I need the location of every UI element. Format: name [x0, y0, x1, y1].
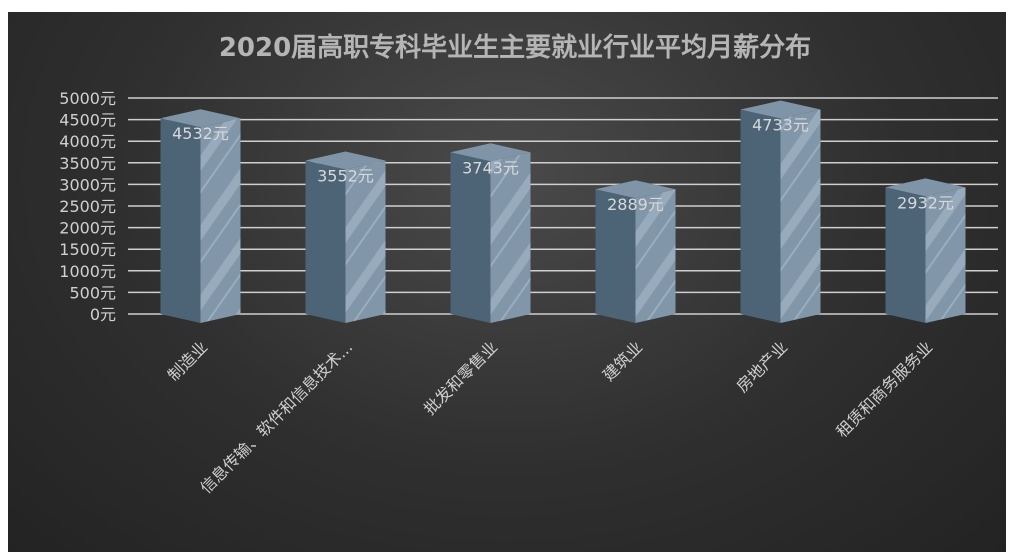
bar-top-face [740, 100, 821, 119]
y-tick-label: 2500元 [59, 197, 116, 216]
bar-chart: 2020届高职专科毕业生主要就业行业平均月薪分布 0元 500元 1000元 1500… [59, 32, 998, 497]
y-tick-label: 4000元 [59, 132, 116, 151]
y-tick-label: 1500元 [59, 240, 116, 259]
bar-front-face [305, 160, 346, 323]
bar [160, 109, 241, 324]
data-label: 3743元 [462, 158, 519, 177]
data-label: 3552元 [317, 167, 374, 186]
bar-front-face [885, 187, 926, 323]
bar-side-face [345, 160, 386, 323]
x-tick-label: 制造业 [164, 337, 211, 384]
x-tick-label: 建筑业 [599, 337, 646, 384]
y-tick-label: 500元 [69, 283, 116, 302]
bar-side-face [200, 118, 241, 324]
chart-panel: 2020届高职专科毕业生主要就业行业平均月薪分布 0元 500元 1000元 1500… [8, 12, 1006, 552]
bar [885, 178, 966, 323]
y-tick-label: 2000元 [59, 219, 116, 238]
y-tick-label: 1000元 [59, 262, 116, 281]
y-tick-label: 4500元 [59, 111, 116, 130]
bar-side-face [635, 189, 676, 323]
bar-top-face [885, 178, 966, 197]
bar [740, 100, 821, 324]
bar-top-face [595, 180, 676, 199]
bar-front-face [740, 109, 781, 324]
y-tick-label: 0元 [90, 305, 116, 324]
bar [595, 180, 676, 323]
bar-front-face [450, 152, 491, 323]
x-tick-label: 房地产业 [733, 337, 792, 396]
x-tick-label: 租赁和商务服务业 [832, 337, 936, 441]
data-label: 4733元 [752, 116, 809, 135]
y-tick-label: 3500元 [59, 154, 116, 173]
x-tick-label: 信息传输、软件和信息技术... [196, 337, 356, 497]
x-tick-label: 批发和零售业 [420, 337, 501, 418]
bar-top-face [305, 151, 386, 170]
data-label: 2889元 [607, 195, 664, 214]
chart-title: 2020届高职专科毕业生主要就业行业平均月薪分布 [219, 32, 811, 63]
data-label: 4532元 [172, 124, 229, 143]
data-label: 2932元 [897, 193, 954, 212]
bar [450, 143, 531, 323]
bar-front-face [595, 189, 636, 323]
bar-side-face [925, 187, 966, 323]
bar [305, 151, 386, 323]
bar-top-face [160, 109, 241, 128]
y-tick-label: 5000元 [59, 89, 116, 108]
y-tick-label: 3000元 [59, 175, 116, 194]
bar-side-face [780, 109, 821, 324]
bar-side-face [490, 152, 531, 323]
bar-top-face [450, 143, 531, 162]
bar-front-face [160, 118, 201, 324]
